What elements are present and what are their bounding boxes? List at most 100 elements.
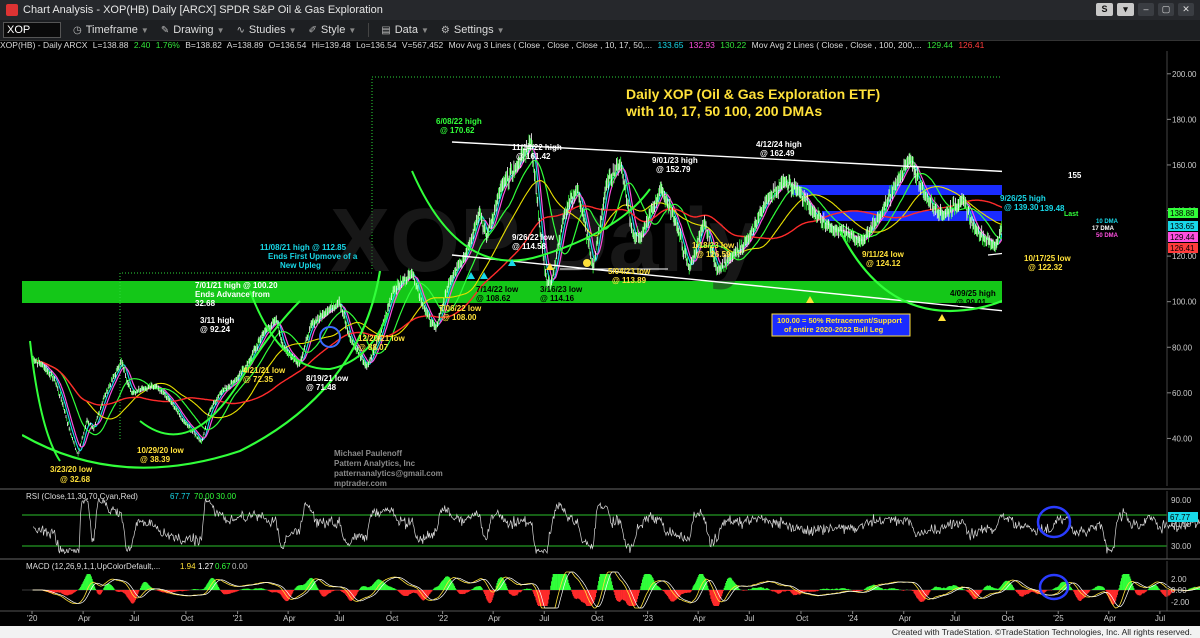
- ann-sep25-1: 9/26/25 high: [1000, 194, 1046, 203]
- rsi-line: [33, 498, 1200, 555]
- symbol-input[interactable]: XOP: [3, 22, 61, 38]
- price-axis[interactable]: 40.0060.0080.00100.00120.00140.00160.001…: [1166, 51, 1198, 486]
- time-tick-label: '22: [438, 614, 449, 623]
- annotations: Daily XOP (Oil & Gas Exploration ETF) wi…: [50, 86, 1119, 488]
- time-axis[interactable]: '20 Apr Jul Oct '21 Apr Jul Oct '22 Apr Jul Oct '23 A…: [27, 611, 1200, 623]
- price-tick-label: 40.00: [1172, 434, 1193, 443]
- arc-2020: [22, 270, 382, 469]
- ann-mar23-1: 3/16/23 low: [540, 285, 583, 294]
- data-label: Data: [394, 24, 418, 36]
- ann-sep23-2: @ 152.79: [656, 165, 691, 174]
- ann-aug21-2: @ 71.48: [306, 383, 337, 392]
- ann-dec21-2: @ 88.07: [358, 343, 389, 352]
- rsi-tick-90: 90.00: [1171, 496, 1192, 505]
- minimize-icon[interactable]: –: [1138, 3, 1154, 16]
- drawing-label: Drawing: [173, 24, 214, 36]
- macd-line: [32, 571, 1200, 609]
- footer: Created with TradeStation. ©TradeStation…: [0, 626, 1200, 638]
- ma-50-line: [32, 159, 1002, 436]
- ann-aug21-1: 8/19/21 low: [306, 374, 349, 383]
- author-1: Michael Paulenoff: [334, 449, 402, 458]
- ann-mar21-1: 3/11 high: [200, 316, 234, 325]
- ann-jul21-3: 32.68: [195, 299, 216, 308]
- rsi-panel[interactable]: RSI (Close,11,30,70,Cyan,Red) 67.77 70.0…: [22, 491, 1200, 559]
- target-guide: [371, 76, 1002, 269]
- ma-tag-4-bg: [1168, 243, 1198, 253]
- ann-sep22-2: @ 114.58: [512, 242, 547, 251]
- s-badge-icon[interactable]: S: [1096, 3, 1113, 16]
- chevron-down-icon: ▼: [140, 25, 149, 35]
- macd-panel[interactable]: MACD (12,26,9,1,1,UpColorDefault,... 1.9…: [22, 561, 1200, 611]
- time-tick-label: Apr: [488, 614, 501, 623]
- macd-tick-neg2: -2.00: [1171, 598, 1190, 607]
- lower-trendline: [451, 254, 1002, 312]
- up-arrow-5: [806, 296, 814, 303]
- ann-jun22-1: 6/08/22 high: [436, 117, 482, 126]
- studies-label: Studies: [248, 24, 286, 36]
- ann-may23-2: @ 113.89: [612, 276, 647, 285]
- data-icon: ▤: [381, 24, 391, 36]
- ann-apr24-1: 4/12/24 high: [756, 140, 802, 149]
- toolbar: XOP ◷ Timeframe ▼ ✎ Drawing ▼ ∿ Studies ▼ ✐ Sty…: [0, 20, 1200, 41]
- time-tick-label: Oct: [386, 614, 399, 623]
- author-4: mptrader.com: [334, 479, 387, 488]
- time-tick-label: '24: [848, 614, 859, 623]
- time-tick-label: Jul: [334, 614, 344, 623]
- price-series: [32, 133, 1002, 457]
- data-menu[interactable]: ▤ Data ▼: [381, 24, 429, 36]
- ma3-value-2: 132.93: [688, 40, 715, 50]
- ann-last: Last: [1064, 211, 1079, 218]
- ann-sep23-1: 9/01/23 high: [652, 156, 698, 165]
- ann-2020low-1: 3/23/20 low: [50, 465, 93, 474]
- headline-1: Daily XOP (Oil & Gas Exploration ETF): [626, 86, 880, 102]
- timeframe-menu[interactable]: ◷ Timeframe ▼: [73, 24, 149, 36]
- ann-oct20-1: 10/29/20 low: [137, 446, 184, 455]
- time-tick-label: Apr: [1104, 614, 1117, 623]
- low-price: Lo=136.54: [356, 40, 397, 50]
- ann-apr24-2: @ 162.49: [760, 149, 795, 158]
- ann-jul1422-2: @ 108.62: [476, 294, 511, 303]
- arc-2020b: [139, 300, 301, 436]
- macd-v2: 1.27: [198, 562, 214, 571]
- chart-canvas[interactable]: XOP Daily: [0, 51, 1200, 626]
- time-tick-label: Jul: [539, 614, 549, 623]
- drawing-menu[interactable]: ✎ Drawing ▼: [161, 24, 225, 36]
- arc-2022: [411, 170, 651, 262]
- retracement-box: 100.00 = 50% Retracement/Support of enti…: [771, 313, 911, 337]
- close-icon[interactable]: ✕: [1178, 3, 1194, 16]
- arc-2020-inner: [29, 340, 61, 462]
- up-arrow-6: [938, 314, 946, 321]
- studies-menu[interactable]: ∿ Studies ▼: [236, 24, 296, 36]
- ann-jul22low-2: @ 108.00: [442, 313, 477, 322]
- time-tick-label: Oct: [181, 614, 194, 623]
- rsi-tick-60: 60.00: [1171, 520, 1192, 529]
- pct-change: 1.76%: [155, 40, 180, 50]
- settings-menu[interactable]: ⚙ Settings ▼: [441, 24, 505, 36]
- last-price-tag: 138.88: [1170, 209, 1195, 218]
- maximize-icon[interactable]: ▢: [1158, 3, 1174, 16]
- time-tick-label: Apr: [693, 614, 706, 623]
- ann-dec21-1: 12/20/21 low: [358, 334, 405, 343]
- ann-apr21-1: 4/21/21 low: [243, 366, 286, 375]
- time-tick-label: Jul: [1155, 614, 1165, 623]
- window-controls: S ▾ – ▢ ✕: [1096, 3, 1194, 16]
- ma-17-line: [32, 147, 1002, 448]
- link-badge-icon[interactable]: ▾: [1117, 3, 1134, 16]
- ma2-value-2: 126.41: [958, 40, 985, 50]
- time-tick-label: Apr: [899, 614, 912, 623]
- ma-tag-2-bg: [1168, 221, 1198, 231]
- pencil-icon: ✎: [160, 24, 170, 36]
- ma-200-line: [32, 199, 1002, 406]
- time-tick-label: Oct: [591, 614, 604, 623]
- up-arrow-1: [467, 272, 475, 279]
- price-axis-ticks: 40.0060.0080.00100.00120.00140.00160.001…: [1167, 70, 1197, 443]
- circle-2021: [319, 326, 341, 348]
- rsi-last-tag-bg: [1168, 512, 1198, 522]
- rsi-highlight-circle: [1036, 505, 1072, 539]
- price-tick-label: 160.00: [1172, 161, 1197, 170]
- style-menu[interactable]: ✐ Style ▼: [309, 24, 357, 36]
- ma-100-line: [32, 180, 1002, 420]
- ma-tag-4: 126.41: [1170, 244, 1195, 253]
- window-title: Chart Analysis - XOP(HB) Daily [ARCX] SP…: [23, 4, 383, 16]
- chevron-down-icon: ▼: [348, 25, 357, 35]
